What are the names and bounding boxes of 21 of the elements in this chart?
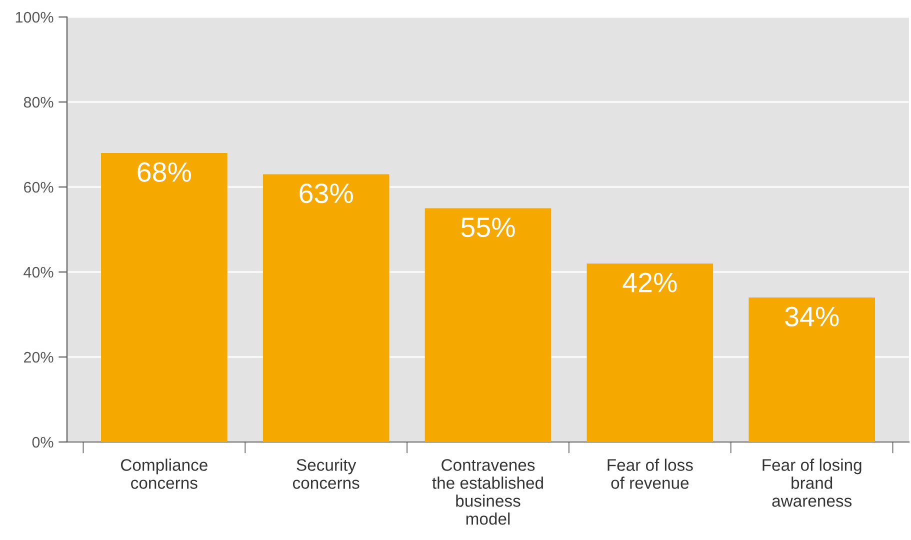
y-tick-label: 40% (24, 266, 54, 278)
x-tick-label: Contravenes the established business model (432, 459, 543, 525)
y-tick-label: 80% (24, 96, 54, 108)
y-tick-label: 0% (32, 436, 54, 448)
x-tick-label: Fear of loss of revenue (608, 458, 693, 489)
bar (586, 264, 714, 442)
bar (424, 208, 552, 442)
data-label: 63% (300, 183, 353, 204)
data-label: 34% (785, 306, 839, 326)
y-tick-label: 20% (24, 352, 54, 363)
data-label: 55% (461, 218, 515, 238)
y-tick-label: 60% (24, 182, 54, 193)
x-tick-label: Compliance concerns (121, 458, 208, 489)
bar (262, 174, 390, 442)
x-tick-label: Fear of losing brand awareness (762, 458, 862, 507)
data-label: 42% (622, 272, 677, 292)
y-tick-label: 100% (16, 12, 54, 23)
bar (101, 153, 228, 442)
data-label: 68% (138, 162, 191, 182)
x-tick-label: Security concerns (292, 458, 360, 489)
bar (748, 298, 875, 442)
